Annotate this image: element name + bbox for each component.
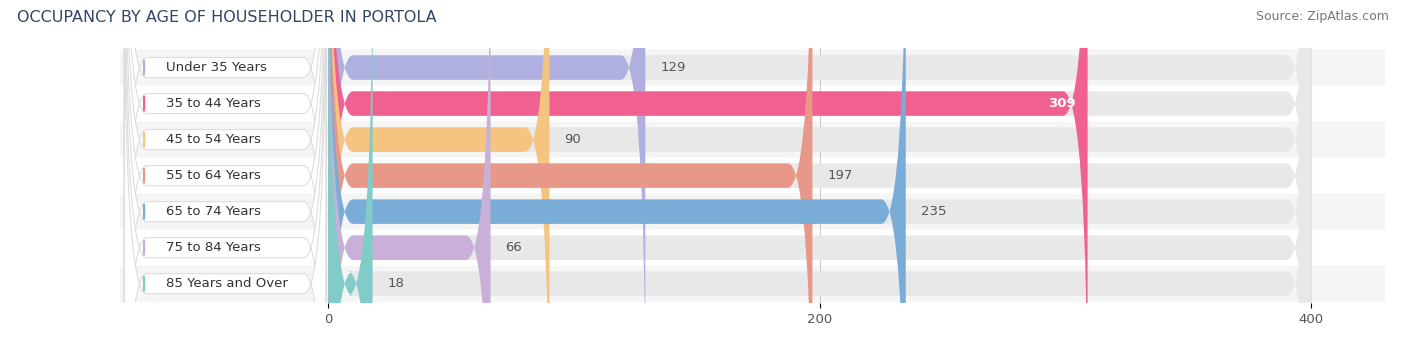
Text: 235: 235	[921, 205, 946, 218]
FancyBboxPatch shape	[124, 0, 326, 341]
Text: Source: ZipAtlas.com: Source: ZipAtlas.com	[1256, 10, 1389, 23]
Text: 309: 309	[1047, 97, 1076, 110]
FancyBboxPatch shape	[329, 0, 1312, 341]
FancyBboxPatch shape	[329, 0, 550, 341]
FancyBboxPatch shape	[120, 194, 1385, 229]
FancyBboxPatch shape	[329, 0, 373, 341]
FancyBboxPatch shape	[329, 0, 1312, 341]
FancyBboxPatch shape	[329, 0, 905, 341]
FancyBboxPatch shape	[329, 0, 1088, 341]
FancyBboxPatch shape	[329, 0, 645, 341]
FancyBboxPatch shape	[124, 0, 326, 341]
FancyBboxPatch shape	[120, 122, 1385, 158]
FancyBboxPatch shape	[120, 229, 1385, 266]
FancyBboxPatch shape	[124, 0, 326, 341]
Text: 18: 18	[387, 277, 404, 290]
Text: 197: 197	[827, 169, 852, 182]
Text: OCCUPANCY BY AGE OF HOUSEHOLDER IN PORTOLA: OCCUPANCY BY AGE OF HOUSEHOLDER IN PORTO…	[17, 10, 436, 25]
FancyBboxPatch shape	[124, 0, 326, 341]
FancyBboxPatch shape	[329, 0, 1312, 341]
FancyBboxPatch shape	[124, 0, 326, 341]
FancyBboxPatch shape	[329, 0, 1312, 341]
Text: 35 to 44 Years: 35 to 44 Years	[166, 97, 262, 110]
Text: 129: 129	[659, 61, 686, 74]
FancyBboxPatch shape	[329, 0, 813, 341]
Text: 75 to 84 Years: 75 to 84 Years	[166, 241, 262, 254]
FancyBboxPatch shape	[124, 0, 326, 341]
FancyBboxPatch shape	[120, 266, 1385, 302]
Text: 85 Years and Over: 85 Years and Over	[166, 277, 288, 290]
Text: 45 to 54 Years: 45 to 54 Years	[166, 133, 262, 146]
FancyBboxPatch shape	[329, 0, 1312, 341]
Text: 65 to 74 Years: 65 to 74 Years	[166, 205, 262, 218]
Text: Under 35 Years: Under 35 Years	[166, 61, 267, 74]
FancyBboxPatch shape	[329, 0, 491, 341]
FancyBboxPatch shape	[124, 0, 326, 341]
FancyBboxPatch shape	[120, 158, 1385, 194]
Text: 55 to 64 Years: 55 to 64 Years	[166, 169, 262, 182]
Text: 90: 90	[564, 133, 581, 146]
Text: 66: 66	[505, 241, 522, 254]
FancyBboxPatch shape	[120, 49, 1385, 86]
FancyBboxPatch shape	[329, 0, 1312, 341]
FancyBboxPatch shape	[329, 0, 1312, 341]
FancyBboxPatch shape	[120, 86, 1385, 122]
